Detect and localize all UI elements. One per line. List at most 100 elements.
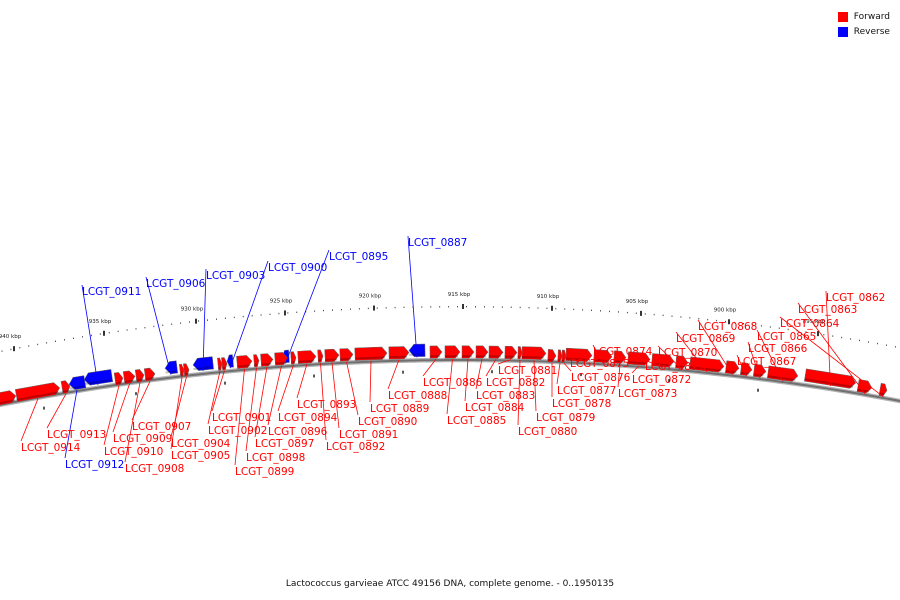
gene-body (767, 365, 799, 382)
gene-body (317, 349, 324, 363)
gene-arrow-lcgt_0879 (521, 346, 547, 360)
gene-body (324, 348, 340, 363)
gene-arrow-lcgt_0910 (113, 372, 124, 386)
gene-arrow-lcgt_0892 (317, 349, 324, 363)
gene-label-lcgt_0905: LCGT_0905 (171, 450, 230, 462)
leader-line (103, 385, 120, 446)
gene-arrow-lcgt_0908 (134, 369, 145, 383)
leader-line (697, 319, 733, 375)
leader-line (170, 376, 187, 438)
gene-arrow-lcgt_0890 (339, 348, 354, 362)
leader-line (145, 276, 172, 375)
leader-line (747, 341, 761, 379)
gene-arrow-lcgt_0896 (274, 352, 289, 366)
gene-arrow-lcgt_0913 (60, 380, 71, 394)
leader-line (267, 365, 282, 426)
gene-body (226, 354, 234, 368)
gene-label-lcgt_0883: LCGT_0883 (476, 390, 535, 402)
gene-label-lcgt_0912: LCGT_0912 (65, 459, 124, 471)
gene-label-lcgt_0911: LCGT_0911 (82, 286, 141, 298)
gene-body (0, 390, 17, 407)
gene-arrow-lcgt_0873 (613, 350, 627, 364)
gene-shade (355, 356, 386, 360)
gene-body (561, 349, 567, 363)
gene-shade (627, 361, 648, 365)
gene-arrow-lcgt_0877 (557, 349, 563, 363)
leader-line (592, 344, 604, 364)
gene-body (134, 369, 145, 383)
tick-layer: 895 kbp 900 kbp 905 kbp 910 kbp 915 kbp 920 k… (0, 292, 896, 410)
gene-body (68, 375, 87, 390)
gene-label-lcgt_0904: LCGT_0904 (171, 438, 231, 450)
gene-label-lcgt_0913: LCGT_0913 (47, 429, 106, 441)
gene-body (83, 369, 114, 386)
gene-shade (804, 378, 854, 388)
tick-label: 905 kbp (626, 299, 649, 305)
gene-shade (237, 364, 251, 368)
leader-line (569, 356, 580, 363)
gene-arrow-lcgt_0876 (561, 349, 567, 363)
gene-arrow-lcgt_0888 (388, 346, 410, 360)
gene-body (725, 360, 740, 375)
leader-line (657, 345, 683, 370)
gene-label-lcgt_0880: LCGT_0880 (518, 426, 577, 438)
gene-body (183, 363, 190, 377)
leader-line (631, 365, 640, 374)
gene-arrow-lcgt_0902 (217, 357, 223, 371)
gene-label-lcgt_0874: LCGT_0874 (593, 346, 653, 358)
gene-label-lcgt_0873: LCGT_0873 (618, 388, 677, 400)
gene-label-lcgt_0901: LCGT_0901 (212, 412, 271, 424)
leader-line (229, 260, 269, 369)
tick-label: 900 kbp (714, 307, 737, 313)
gene-shade (325, 358, 338, 362)
legend-forward: Forward (837, 9, 890, 24)
gene-label-lcgt_0902: LCGT_0902 (208, 425, 267, 437)
gene-body (113, 372, 124, 386)
tick-label: 935 kbp (89, 319, 112, 325)
gene-shade (340, 357, 352, 361)
gene-shade (136, 378, 143, 382)
leader-line (202, 268, 207, 371)
leader-line (64, 389, 78, 459)
leader-line (617, 364, 621, 388)
gene-body (14, 382, 60, 403)
gene-body (274, 352, 289, 366)
gene-label-lcgt_0910: LCGT_0910 (104, 446, 163, 458)
gene-body (217, 357, 223, 371)
leader-line (170, 377, 183, 450)
leader-line (81, 284, 99, 385)
gene-shade (0, 399, 15, 406)
gene-body (475, 345, 489, 359)
gene-body (740, 362, 753, 376)
leader-line (407, 235, 418, 358)
gene-arrow-lcgt_0893 (297, 350, 317, 364)
gene-arrow-lcgt_0912 (68, 375, 87, 390)
gene-arrow-lcgt_0905 (179, 363, 185, 377)
leader-line (563, 363, 572, 372)
gene-shade (16, 391, 59, 401)
gene-shade (62, 389, 69, 393)
gene-body (675, 355, 689, 369)
gene-label-lcgt_0890: LCGT_0890 (358, 416, 417, 428)
gene-body (429, 345, 443, 359)
leader-line (485, 359, 497, 377)
gene-body (290, 351, 297, 365)
gene-label-lcgt_0863: LCGT_0863 (798, 304, 857, 316)
leader-line (825, 290, 831, 387)
gene-shade (879, 392, 885, 396)
gene-shade (613, 360, 624, 363)
leader-line (234, 368, 245, 466)
gene-label-lcgt_0909: LCGT_0909 (113, 433, 172, 445)
gene-arrow-lcgt_0894 (290, 351, 297, 365)
gene-arrow-lcgt_0880 (517, 346, 523, 360)
legend-reverse-label: Reverse (853, 26, 890, 37)
gene-label-lcgt_0882: LCGT_0882 (486, 377, 545, 389)
gene-arrow-lcgt_0899 (236, 355, 253, 369)
gene-body (521, 346, 547, 360)
gene-label-lcgt_0870: LCGT_0870 (658, 347, 717, 359)
gene-shade (124, 379, 134, 383)
leader-line (387, 359, 400, 390)
gene-shade (675, 365, 686, 368)
gene-body (253, 354, 260, 368)
forward-swatch (837, 11, 848, 22)
